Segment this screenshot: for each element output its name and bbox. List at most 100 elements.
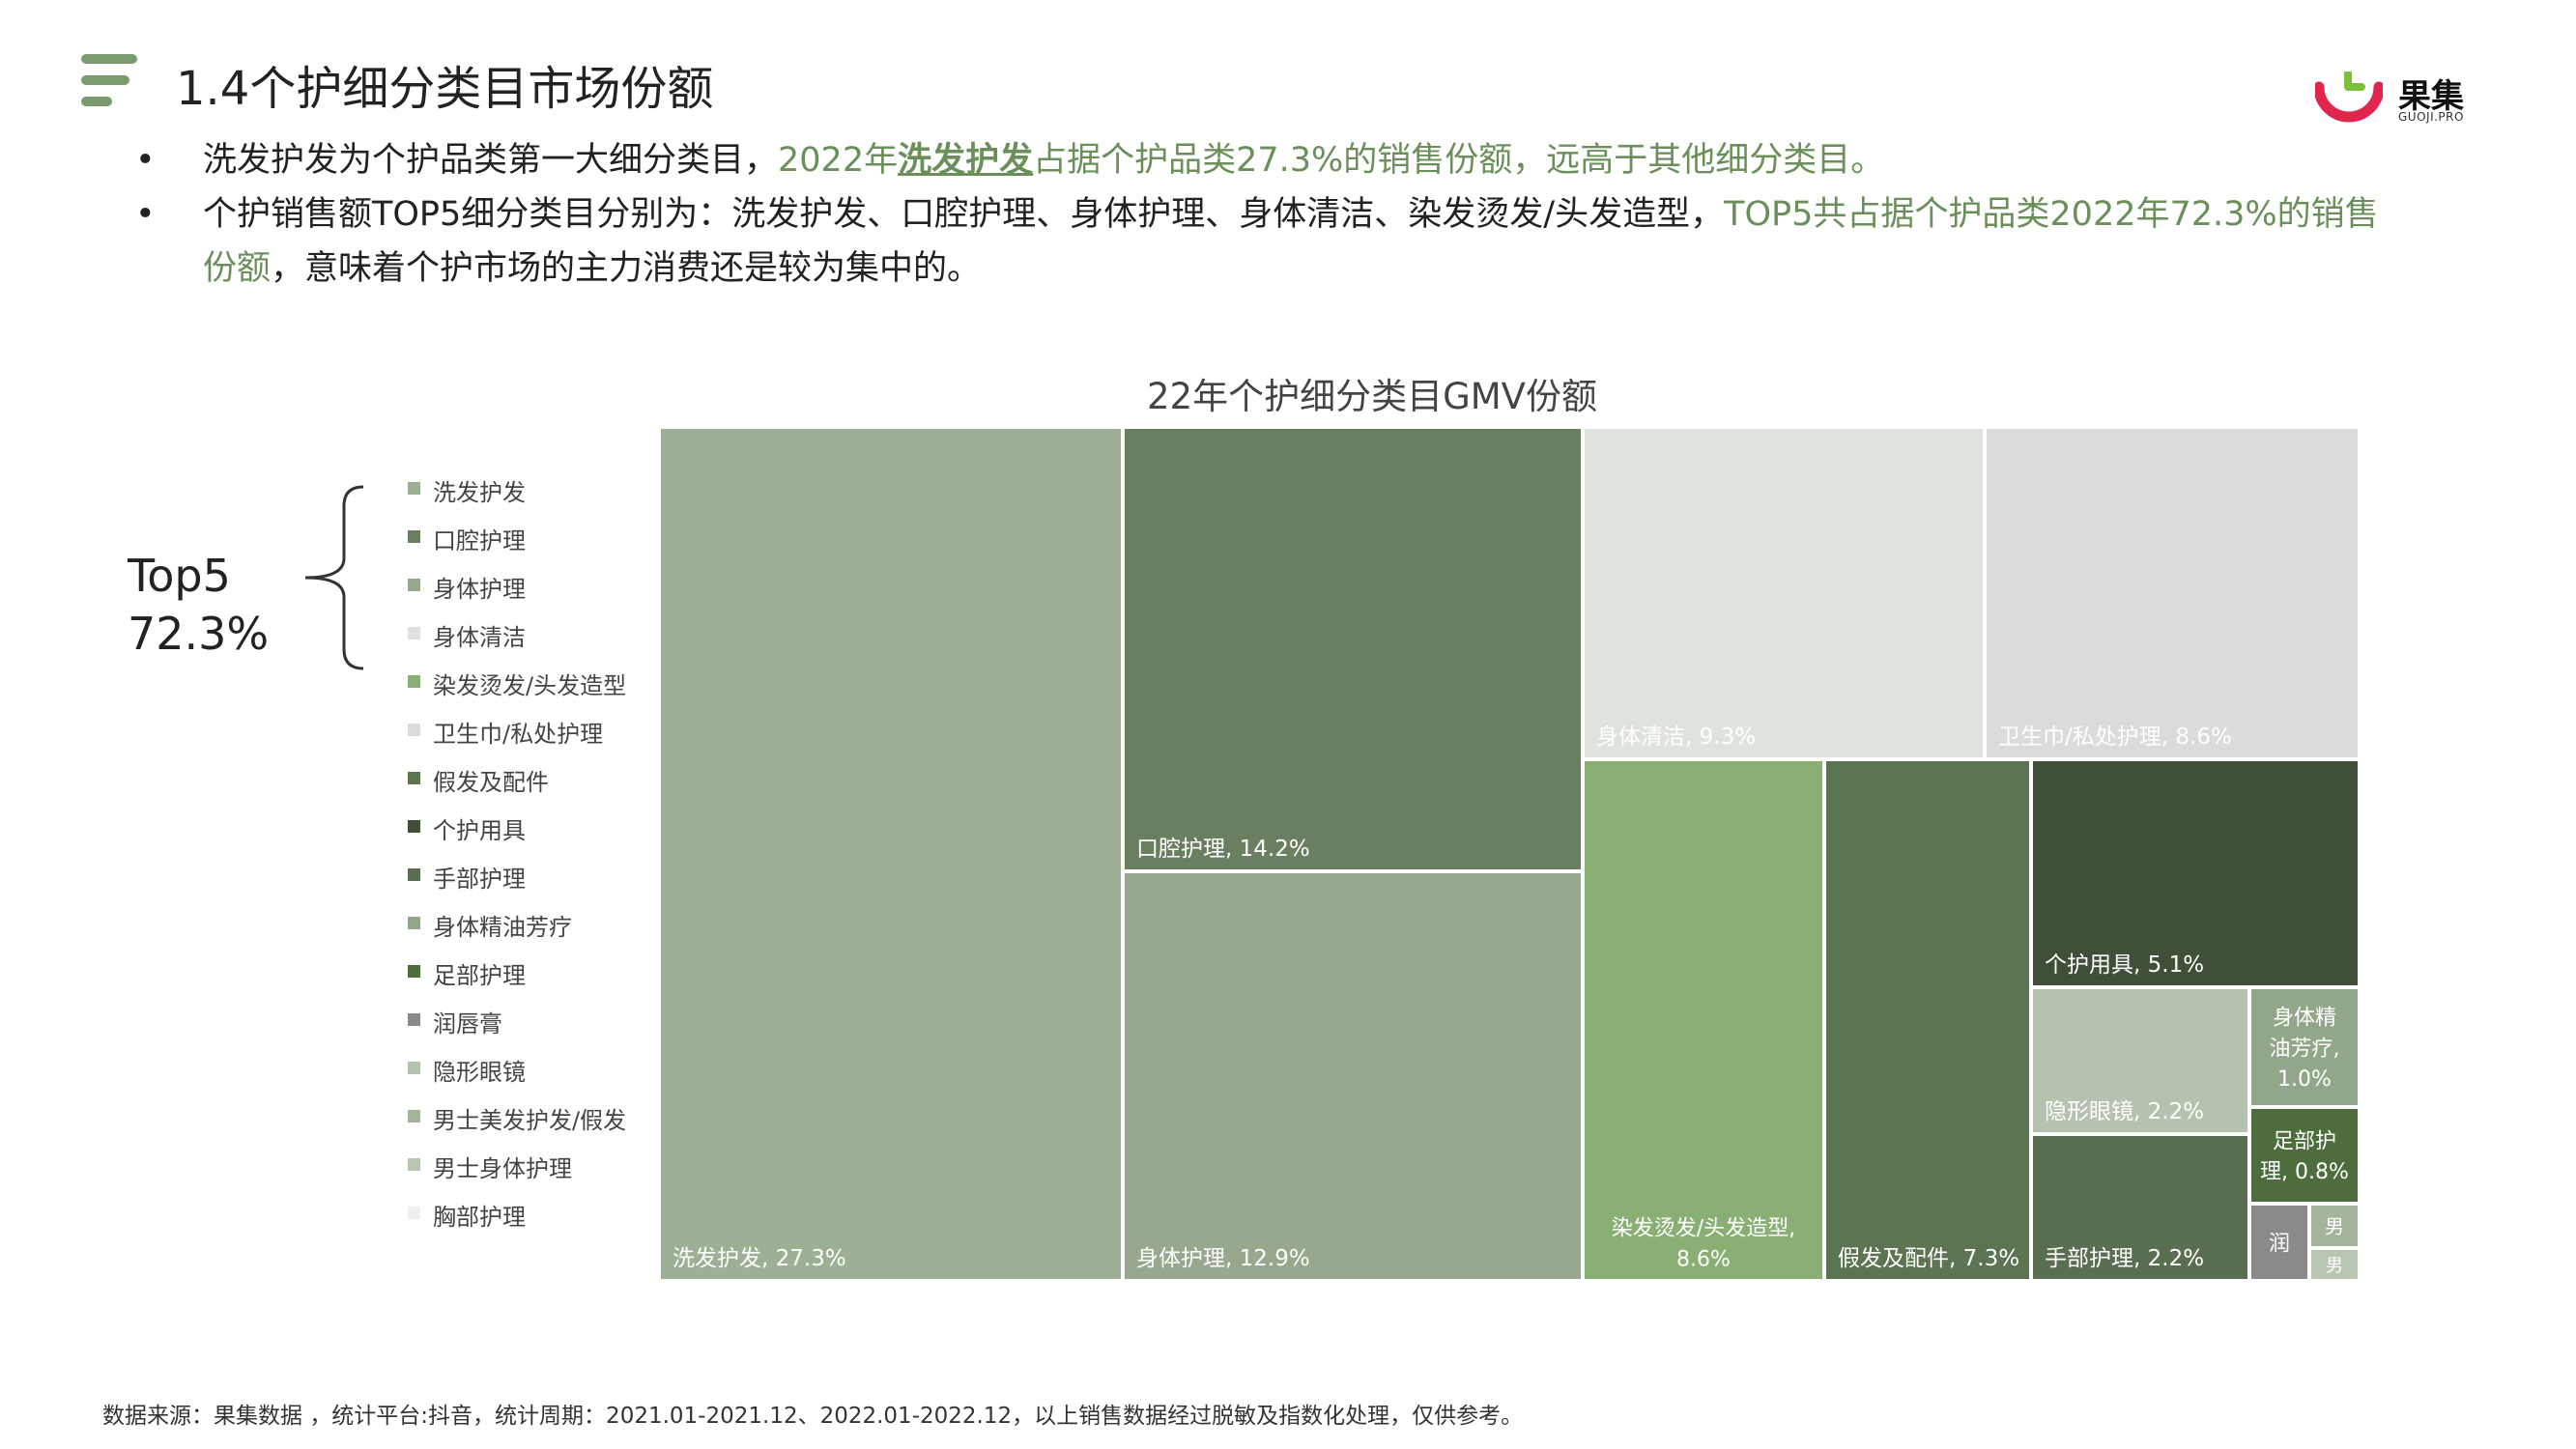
legend-label: 男士美发护发/假发 xyxy=(433,1107,627,1134)
legend-item: 胸部护理 xyxy=(404,1198,694,1231)
legend-item: 足部护理 xyxy=(404,956,694,989)
treemap-cell xyxy=(2033,761,2358,985)
legend-label: 个护用具 xyxy=(433,817,526,844)
legend-item: 卫生巾/私处护理 xyxy=(404,715,694,748)
summary-bullets: • 洗发护发为个护品类第一大细分类目，2022年洗发护发占据个护品类27.3%的销… xyxy=(135,133,2387,296)
legend-item: 隐形眼镜 xyxy=(404,1053,694,1086)
legend-swatch xyxy=(408,579,420,591)
logo-icon xyxy=(2315,71,2383,123)
treemap-label: 身体精 xyxy=(2273,1006,2336,1030)
treemap-cell xyxy=(2311,1250,2358,1279)
legend-swatch xyxy=(408,627,420,639)
treemap-label: 8.6% xyxy=(1676,1247,1731,1271)
treemap-cell xyxy=(2251,1206,2307,1279)
bullet-2-text-end: ，意味着个护市场的主力消费还是较为集中的。 xyxy=(271,249,982,288)
legend-label: 润唇膏 xyxy=(433,1010,502,1037)
legend-item: 润唇膏 xyxy=(404,1005,694,1037)
bullet-1: • 洗发护发为个护品类第一大细分类目，2022年洗发护发占据个护品类27.3%的销… xyxy=(135,133,2387,187)
treemap-label: 假发及配件, 7.3% xyxy=(1838,1246,2019,1271)
legend-label: 男士身体护理 xyxy=(433,1155,572,1182)
treemap-chart: 洗发护发, 27.3% 口腔护理, 14.2% 身体护理, 12.9% 身体清洁, 9… xyxy=(661,429,2358,1279)
legend-swatch xyxy=(408,530,420,543)
treemap-label: 口腔护理, 14.2% xyxy=(1136,837,1310,862)
treemap-cell xyxy=(2311,1206,2358,1246)
legend-label: 胸部护理 xyxy=(433,1204,526,1231)
legend-item: 洗发护发 xyxy=(404,473,694,506)
legend-swatch xyxy=(408,482,420,495)
legend-swatch xyxy=(408,1062,420,1074)
treemap-cell xyxy=(1585,761,1822,1279)
logo-text: 果集 xyxy=(2398,77,2464,116)
legend-item: 假发及配件 xyxy=(404,763,694,796)
brace-icon xyxy=(304,485,364,670)
treemap-cell xyxy=(2033,989,2247,1132)
legend-swatch xyxy=(408,724,420,736)
treemap-cell xyxy=(1585,429,1983,757)
treemap-label: 卫生巾/私处护理, 8.6% xyxy=(1998,724,2232,750)
treemap-label: 染发烫发/头发造型, xyxy=(1612,1216,1795,1240)
legend-item: 个护用具 xyxy=(404,811,694,844)
legend-swatch xyxy=(408,965,420,978)
top5-label: Top5 xyxy=(128,550,231,602)
bullet-2-text: 个护销售额TOP5细分类目分别为：洗发护发、口腔护理、身体护理、身体清洁、染发烫… xyxy=(203,195,1725,234)
treemap-cell xyxy=(1125,873,1581,1279)
legend-item: 染发烫发/头发造型 xyxy=(404,667,694,699)
treemap-label: 个护用具, 5.1% xyxy=(2045,952,2204,978)
legend-swatch xyxy=(408,675,420,688)
legend-swatch xyxy=(408,1207,420,1219)
treemap-label: 身体清洁, 9.3% xyxy=(1596,724,1756,750)
treemap-label: 隐形眼镜, 2.2% xyxy=(2045,1099,2204,1124)
treemap-label: 润 xyxy=(2269,1232,2290,1256)
treemap-label: 1.0% xyxy=(2277,1067,2332,1092)
treemap-label: 洗发护发, 27.3% xyxy=(673,1246,846,1271)
page-title: 1.4个护细分类目市场份额 xyxy=(176,62,714,116)
legend-label: 染发烫发/头发造型 xyxy=(433,672,627,699)
legend-label: 洗发护发 xyxy=(433,479,526,506)
legend-label: 身体精油芳疗 xyxy=(433,914,572,941)
legend-label: 隐形眼镜 xyxy=(433,1059,526,1086)
legend-item: 男士身体护理 xyxy=(404,1150,694,1182)
legend-label: 手部护理 xyxy=(433,866,526,893)
menu-icon xyxy=(81,54,137,108)
treemap-cell xyxy=(2251,1109,2358,1202)
treemap-label: 足部护 xyxy=(2273,1129,2336,1153)
bullet-1-highlight-category: 洗发护发 xyxy=(898,141,1034,180)
legend-label: 身体清洁 xyxy=(433,624,526,651)
legend-item: 男士美发护发/假发 xyxy=(404,1101,694,1134)
bullet-1-highlight-share: 占据个护品类27.3%的销售份额，远高于其他细分类目。 xyxy=(1033,141,1885,180)
data-source-note: 数据来源：果集数据 ，统计平台:抖音，统计周期：2021.01-2021.12、… xyxy=(102,1404,1524,1429)
top5-annotation: Top5 72.3% xyxy=(128,547,269,663)
legend-item: 身体护理 xyxy=(404,570,694,603)
treemap-label: 油芳疗, xyxy=(2270,1037,2340,1061)
bullet-marker: • xyxy=(135,195,156,234)
top5-value: 72.3% xyxy=(128,608,270,660)
legend-label: 身体护理 xyxy=(433,576,526,603)
treemap-cell xyxy=(1125,429,1581,869)
legend-swatch xyxy=(408,820,420,833)
legend-swatch xyxy=(408,1110,420,1122)
bullet-2-highlight: TOP5共占据个护品类2022年72.3%的销售份额 xyxy=(203,195,2379,288)
treemap-cell xyxy=(1987,429,2358,757)
legend-swatch xyxy=(408,1158,420,1171)
bullet-marker: • xyxy=(135,141,156,180)
treemap-label: 男 xyxy=(2325,1215,2344,1238)
bullet-2: • 个护销售额TOP5细分类目分别为：洗发护发、口腔护理、身体护理、身体清洁、染发… xyxy=(135,187,2387,296)
legend-label: 足部护理 xyxy=(433,962,526,989)
legend-label: 口腔护理 xyxy=(433,527,526,554)
treemap-cell xyxy=(661,429,1121,1279)
chart-title: 22年个护细分类目GMV份额 xyxy=(1147,376,1597,417)
treemap-label: 男 xyxy=(2326,1256,2343,1276)
treemap-cell xyxy=(1826,761,2029,1279)
legend-swatch xyxy=(408,1013,420,1026)
legend-item: 手部护理 xyxy=(404,860,694,893)
bullet-1-highlight-year: 2022年 xyxy=(778,141,899,180)
legend-item: 身体精油芳疗 xyxy=(404,908,694,941)
bullet-1-text: 洗发护发为个护品类第一大细分类目， xyxy=(203,141,779,180)
treemap-cell xyxy=(2251,989,2358,1105)
legend-label: 假发及配件 xyxy=(433,769,549,796)
legend-label: 卫生巾/私处护理 xyxy=(433,721,604,748)
legend-item: 口腔护理 xyxy=(404,522,694,554)
legend-swatch xyxy=(408,772,420,784)
logo-subtext: GUOJI.PRO xyxy=(2398,110,2464,124)
treemap-cell xyxy=(2033,1136,2247,1279)
